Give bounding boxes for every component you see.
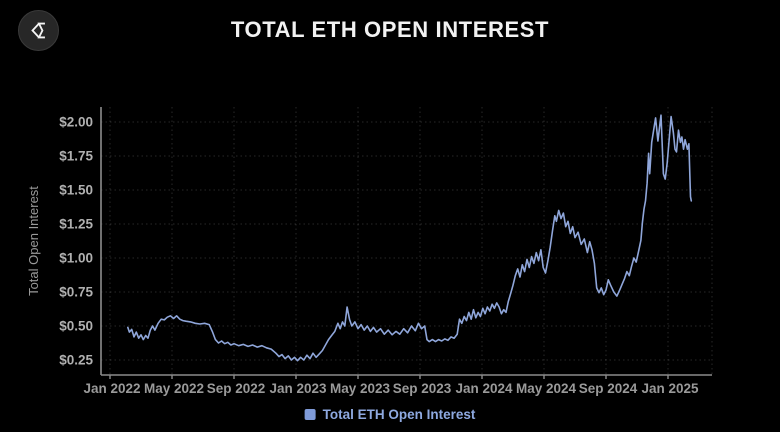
x-tick-label: Jan 2023 bbox=[269, 381, 327, 396]
sigma-logo-icon bbox=[31, 22, 45, 39]
y-tick-label: $0.25 bbox=[59, 353, 93, 368]
x-tick-label: Sep 2024 bbox=[579, 381, 638, 396]
x-tick-label: May 2024 bbox=[516, 381, 577, 396]
y-tick-label: $1.25 bbox=[59, 217, 93, 232]
legend-label: Total ETH Open Interest bbox=[322, 407, 476, 422]
y-tick-label: $1.75 bbox=[59, 149, 93, 164]
y-axis-title: Total Open Interest bbox=[26, 186, 41, 296]
x-tick-label: Jan 2022 bbox=[83, 381, 140, 396]
y-tick-label: $0.50 bbox=[59, 319, 93, 334]
page-title: TOTAL ETH OPEN INTEREST bbox=[230, 17, 550, 42]
y-tick-label: $0.75 bbox=[59, 285, 93, 300]
legend-swatch bbox=[304, 409, 316, 420]
x-tick-label: Jan 2024 bbox=[455, 381, 513, 396]
x-tick-label: May 2022 bbox=[144, 381, 204, 396]
x-tick-label: Sep 2022 bbox=[207, 381, 266, 396]
x-tick-label: May 2023 bbox=[330, 381, 391, 396]
y-tick-label: $1.00 bbox=[59, 251, 93, 266]
logo-button[interactable] bbox=[18, 10, 59, 51]
x-tick-label: Jan 2025 bbox=[641, 381, 699, 396]
series-line bbox=[127, 114, 693, 362]
y-tick-label: $1.50 bbox=[59, 183, 93, 198]
x-tick-label: Sep 2023 bbox=[393, 381, 452, 396]
legend: Total ETH Open Interest bbox=[304, 407, 476, 422]
y-tick-label: $2.00 bbox=[59, 115, 93, 130]
